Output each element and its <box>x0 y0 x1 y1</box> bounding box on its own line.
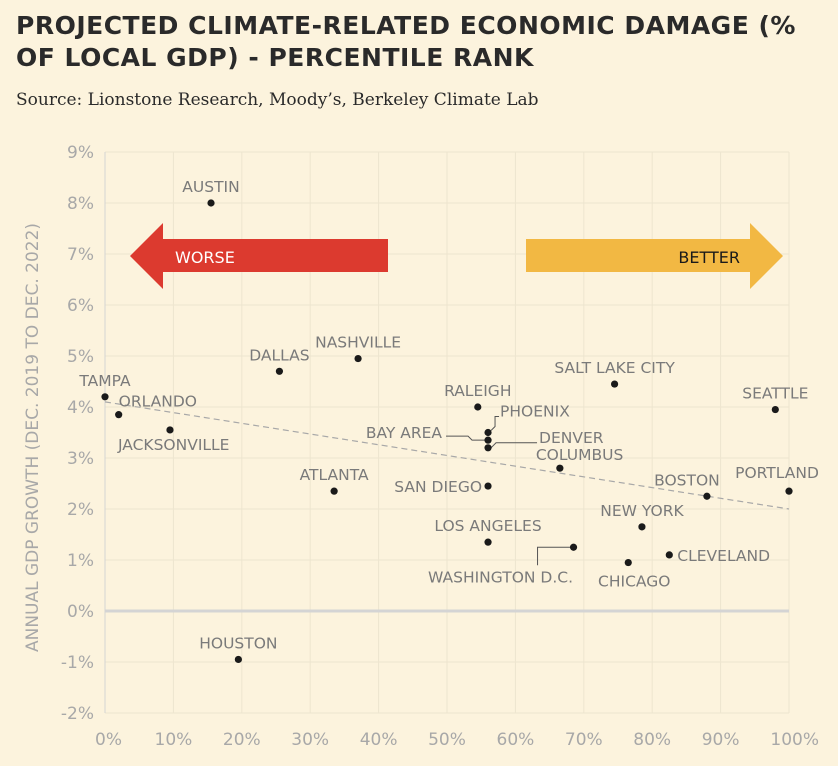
better-arrow <box>526 223 783 289</box>
leader-line <box>490 416 500 431</box>
leader-line <box>446 435 486 441</box>
points-layer <box>101 199 793 664</box>
data-point <box>484 444 492 452</box>
point-label: COLUMBUS <box>536 446 623 464</box>
point-label: PORTLAND <box>735 464 819 482</box>
y-tick-label: 9% <box>67 143 94 163</box>
x-tick-label: 80% <box>633 730 671 750</box>
trendline <box>104 401 790 510</box>
point-label: CHICAGO <box>598 573 670 591</box>
x-tick-label: 10% <box>155 730 193 750</box>
point-label: NASHVILLE <box>315 334 401 352</box>
data-point <box>624 558 632 567</box>
data-point <box>234 655 242 664</box>
chart-title: PROJECTED CLIMATE-RELATED ECONOMIC DAMAG… <box>16 11 796 72</box>
data-point <box>115 411 123 419</box>
data-point <box>484 428 492 437</box>
data-point <box>484 538 492 546</box>
point-label: LOS ANGELES <box>434 517 541 535</box>
data-point <box>207 199 215 207</box>
data-point <box>484 482 492 490</box>
point-label: WASHINGTON D.C. <box>428 568 573 586</box>
data-point <box>484 436 492 444</box>
point-label: ATLANTA <box>300 466 369 484</box>
data-point <box>101 393 109 401</box>
direction-arrows: WORSE BETTER <box>130 223 783 289</box>
point-label: DALLAS <box>249 346 309 364</box>
x-tick-label: 60% <box>497 730 535 750</box>
y-tick-label: -2% <box>61 704 94 724</box>
point-label: ORLANDO <box>119 393 197 411</box>
leader-lines <box>446 416 571 566</box>
x-tick-label: 90% <box>702 730 740 750</box>
grid-layer <box>104 151 790 714</box>
worse-arrow-label: WORSE <box>175 248 235 267</box>
x-tick-label: 100% <box>770 730 819 750</box>
y-tick-label: 6% <box>67 296 94 316</box>
point-labels: AUSTIN NASHVILLE DALLAS TAMPA ORLANDO JACKSON… <box>78 178 819 652</box>
point-label: SAN DIEGO <box>394 478 482 496</box>
point-label: HOUSTON <box>199 634 277 652</box>
y-tick-label: 5% <box>67 347 94 367</box>
point-label: SEATTLE <box>742 385 808 403</box>
x-tick-label: 40% <box>360 730 398 750</box>
y-tick-label: 0% <box>67 602 94 622</box>
y-tick-label: 1% <box>67 551 94 571</box>
point-label: SALT LAKE CITY <box>554 359 675 377</box>
point-label: NEW YORK <box>600 502 684 520</box>
data-point <box>703 492 711 500</box>
data-point <box>569 543 578 551</box>
leader-line <box>490 442 538 449</box>
chart-subtitle: Source: Lionstone Research, Moody’s, Ber… <box>16 90 539 110</box>
worse-arrow <box>130 223 388 289</box>
better-arrow-label: BETTER <box>678 248 740 267</box>
x-tick-label: 30% <box>291 730 329 750</box>
data-point <box>275 367 284 375</box>
y-axis-title: ANNUAL GDP GROWTH (DEC. 2019 TO DEC. 202… <box>23 223 43 652</box>
data-point <box>556 464 564 472</box>
point-label: BOSTON <box>654 471 720 489</box>
x-tick-label: 0% <box>95 730 122 750</box>
axis-layer: 9%8%7%6%5%4%3%2%1%0%-1%-2%0% 10% 20% 30% 40%… <box>23 143 819 750</box>
y-tick-label: 4% <box>67 398 94 418</box>
data-point <box>474 403 482 411</box>
y-tick-label: 7% <box>67 245 94 265</box>
data-point <box>771 405 779 414</box>
point-label: TAMPA <box>78 372 131 390</box>
point-label: RALEIGH <box>444 382 511 400</box>
point-label: BAY AREA <box>366 424 443 442</box>
data-point <box>330 487 338 495</box>
data-point <box>610 380 619 388</box>
data-point <box>785 487 793 495</box>
y-tick-label: 8% <box>67 194 94 214</box>
point-label: JACKSONVILLE <box>117 436 230 454</box>
data-point <box>638 523 646 531</box>
x-tick-label: 70% <box>565 730 603 750</box>
y-tick-label: -1% <box>61 653 94 673</box>
y-tick-label: 2% <box>67 500 94 520</box>
x-tick-label: 50% <box>428 730 466 750</box>
trendline-layer <box>104 401 790 510</box>
leader-line <box>537 546 571 566</box>
data-point <box>354 354 362 363</box>
point-label: PHOENIX <box>500 403 570 421</box>
x-tick-label: 20% <box>223 730 261 750</box>
y-tick-label: 3% <box>67 449 94 469</box>
data-point <box>665 551 673 559</box>
point-label: CLEVELAND <box>677 547 770 565</box>
point-label: AUSTIN <box>182 178 239 196</box>
data-point <box>166 426 174 434</box>
point-label: DENVER <box>539 429 604 447</box>
